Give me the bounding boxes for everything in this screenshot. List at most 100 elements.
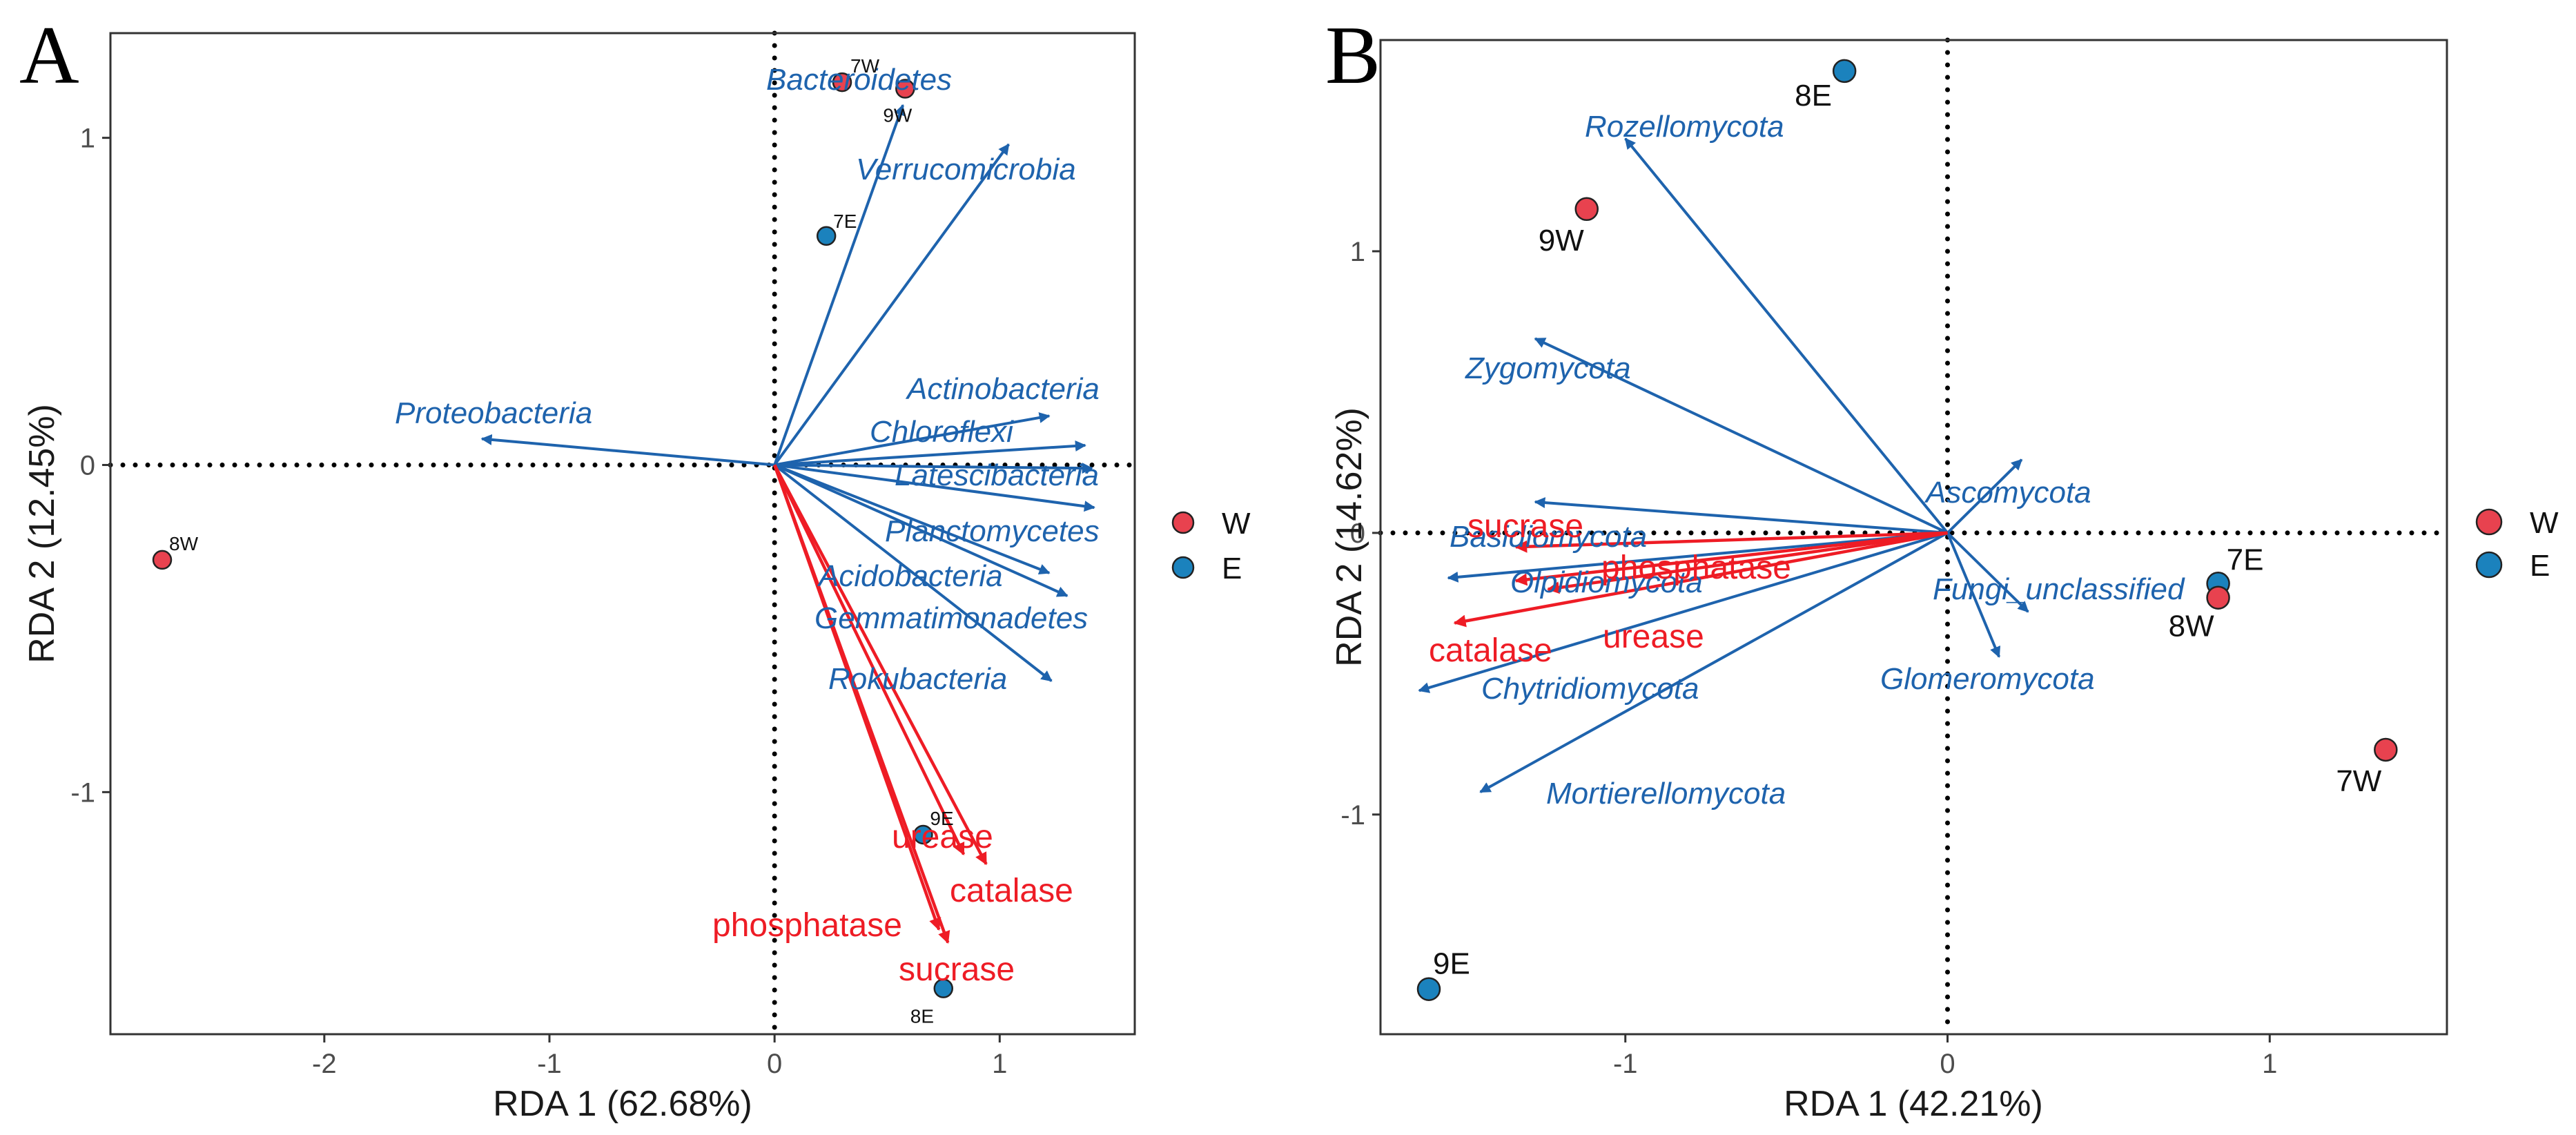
panel-a-sample-point-9w xyxy=(895,79,915,99)
panel-a-legend-w-key xyxy=(1171,511,1195,534)
panel-b-sample-label-9w: 9W xyxy=(1539,224,1584,258)
panel-a-x-tick-label: -2 xyxy=(312,1049,337,1079)
panel-a-env-label-urease: urease xyxy=(892,819,993,855)
panel-b-sample-point-8w xyxy=(2206,585,2230,610)
panel-a-species-arrow-latescibacteria xyxy=(774,463,1093,474)
panel-b-env-arrow-urease xyxy=(1514,531,1948,586)
panel-b-species-arrow-fungi-unclassified xyxy=(1946,532,2029,613)
panel-b-species-label-ascomycota: Ascomycota xyxy=(1924,476,2091,510)
panel-b-legend-e-key xyxy=(2475,551,2503,579)
panel-b-env-label-phosphatase: phosphatase xyxy=(1601,550,1791,586)
panel-a-x-tick-label: 1 xyxy=(992,1049,1007,1079)
panel-b-species-arrow-mortierellomycota xyxy=(1479,532,1949,793)
panel-b-sample-label-7e: 7E xyxy=(2227,543,2264,576)
panel-b-env-label-catalase: catalase xyxy=(1429,632,1552,669)
panel-a-y-tick-label: 0 xyxy=(80,450,95,481)
panel-b-sample-label-7w: 7W xyxy=(2336,764,2381,798)
panel-b-species-label-basidiomycota: Basidiomycota xyxy=(1450,520,1647,554)
panel-a-legend-e-key xyxy=(1171,556,1195,579)
panel-a-sample-label-7e: 7E xyxy=(833,211,857,232)
panel-b-species-arrow-ascomycota xyxy=(1946,458,2023,534)
panel-a-env-arrow-catalase xyxy=(773,464,988,866)
panel-a-sample-label-8e: 8E xyxy=(910,1006,934,1027)
panel-a-legend-w-label: W xyxy=(1222,507,1251,541)
panel-b-env-arrow-catalase xyxy=(1453,531,1948,628)
panel-b-env-label-urease: urease xyxy=(1603,619,1704,655)
panel-a-species-arrow-verrucomicrobia xyxy=(773,143,1010,466)
panel-a-species-label-bacteroidetes: Bacteroidetes xyxy=(766,63,952,97)
panel-a-species-label-acidobacteria: Acidobacteria xyxy=(817,559,1003,593)
panel-b-sample-point-9w xyxy=(1574,197,1599,222)
panel-b-env-arrow-phosphatase xyxy=(1546,531,1948,594)
panel-a-env-label-catalase: catalase xyxy=(950,873,1073,909)
panel-b-x-tick-label: 1 xyxy=(2262,1049,2277,1079)
panel-b-legend-w-key xyxy=(2475,508,2503,536)
panel-a-species-arrow-acidobacteria xyxy=(774,463,1051,575)
panel-b-species-arrow-basidiomycota xyxy=(1534,497,1948,534)
panel-a-y-tick-label: -1 xyxy=(70,777,95,808)
panel-a-species-arrow-planctomycetes xyxy=(774,463,1095,512)
panel-a-env-arrow-urease xyxy=(773,464,966,855)
panel-b-x-tick-label: -1 xyxy=(1613,1049,1638,1079)
panel-a-sample-point-8w xyxy=(152,550,173,570)
panel-a-legend-e-label: E xyxy=(1222,552,1242,585)
panel-a-y-axis-title: RDA 2 (12.45%) xyxy=(22,404,62,663)
panel-b-env-arrow-sucrase xyxy=(1514,531,1948,553)
panel-b-species-arrow-rozellomycota xyxy=(1624,137,1949,534)
panel-a-env-label-sucrase: sucrase xyxy=(899,951,1015,988)
panel-b-species-arrow-glomeromycota xyxy=(1946,532,2001,658)
panel-a-species-label-chloroflexi: Chloroflexi xyxy=(870,415,1014,449)
panel-b-y-axis-title: RDA 2 (14.62%) xyxy=(1329,407,1369,667)
panel-b-species-arrow-zygomycota xyxy=(1534,337,1949,534)
panel-a-sample-point-7e xyxy=(816,226,837,246)
panel-b-species-arrow-olpidiomycota xyxy=(1447,531,1948,583)
panel-a-sample-point-9e xyxy=(913,824,933,845)
panel-a-label: A xyxy=(19,9,79,101)
panel-b-species-label-mortierellomycota: Mortierellomycota xyxy=(1546,777,1786,811)
panel-b-sample-point-7w xyxy=(2374,737,2398,762)
panel-a-legend: W E xyxy=(1171,507,1251,585)
panel-a-species-label-gemmatimonadetes: Gemmatimonadetes xyxy=(814,601,1088,635)
panel-a-env-arrow-sucrase xyxy=(773,464,950,944)
panel-b-y-tick-label: -1 xyxy=(1340,800,1365,831)
panel-b-x-tick-label: 0 xyxy=(1940,1049,1955,1079)
panel-a-species-arrow-rokubacteria xyxy=(773,463,1053,682)
panel-a-species-arrow-chloroflexi xyxy=(774,440,1086,467)
panel-a-species-arrow-gemmatimonadetes xyxy=(774,463,1069,597)
panel-a-species-label-rokubacteria: Rokubacteria xyxy=(828,662,1007,696)
panel-b-species-label-chytridiomycota: Chytridiomycota xyxy=(1481,672,1699,706)
panel-a-sample-point-7w xyxy=(832,72,852,93)
panel-a-species-label-actinobacteria: Actinobacteria xyxy=(905,372,1100,406)
panel-b-sample-label-8e: 8E xyxy=(1795,79,1832,113)
panel-a-species-label-proteobacteria: Proteobacteria xyxy=(395,396,592,430)
panel-b-legend-e-label: E xyxy=(2530,549,2550,583)
panel-a-frame xyxy=(109,32,1136,1036)
panel-a-x-tick-label: -1 xyxy=(537,1049,562,1079)
panel-b-sample-point-9e xyxy=(1416,977,1441,1001)
panel-a-sample-label-7w: 7W xyxy=(850,55,880,77)
panel-b-species-label-olpidiomycota: Olpidiomycota xyxy=(1510,565,1703,599)
panel-b-species-label-zygomycota: Zygomycota xyxy=(1465,351,1631,385)
panel-b-rda-biplot: B -1 0 1 -1 0 1 Rozellomycota Zygomycota Ascomyc… xyxy=(1325,9,2559,1124)
panel-a-rda-biplot: A -2 -1 0 1 -1 0 1 Bacteroidetes Verrucomicrobia… xyxy=(19,9,1251,1124)
panel-b-species-label-glomeromycota: Glomeromycota xyxy=(1880,662,2095,696)
panel-a-species-arrow-bacteroidetes xyxy=(773,104,905,466)
panel-b-sample-label-9e: 9E xyxy=(1433,947,1470,981)
panel-b-species-label-rozellomycota: Rozellomycota xyxy=(1585,110,1784,144)
panel-a-species-label-verrucomicrobia: Verrucomicrobia xyxy=(856,153,1076,186)
panel-b-sample-label-8w: 8W xyxy=(2169,610,2214,643)
panel-a-y-tick-label: 1 xyxy=(80,124,95,154)
panel-b-x-axis-title: RDA 1 (42.21%) xyxy=(1784,1084,2043,1124)
panel-b-species-label-fungi-unclassified: Fungi_unclassified xyxy=(1933,572,2185,606)
panel-a-species-arrow-proteobacteria xyxy=(480,434,775,467)
panel-a-x-axis-title: RDA 1 (62.68%) xyxy=(493,1084,752,1124)
panel-b-sample-point-8e xyxy=(1832,59,1857,84)
panel-a-sample-label-9w: 9W xyxy=(883,105,913,126)
panel-a-sample-label-8w: 8W xyxy=(169,533,199,554)
panel-a-env-label-phosphatase: phosphatase xyxy=(712,907,902,944)
panel-b-label: B xyxy=(1325,9,1380,101)
panel-b-y-tick-label: 1 xyxy=(1350,237,1365,267)
panel-b-legend-w-label: W xyxy=(2530,506,2559,540)
panel-a-species-label-planctomycetes: Planctomycetes xyxy=(885,514,1100,548)
panel-b-y-tick-label: 0 xyxy=(1350,518,1365,549)
